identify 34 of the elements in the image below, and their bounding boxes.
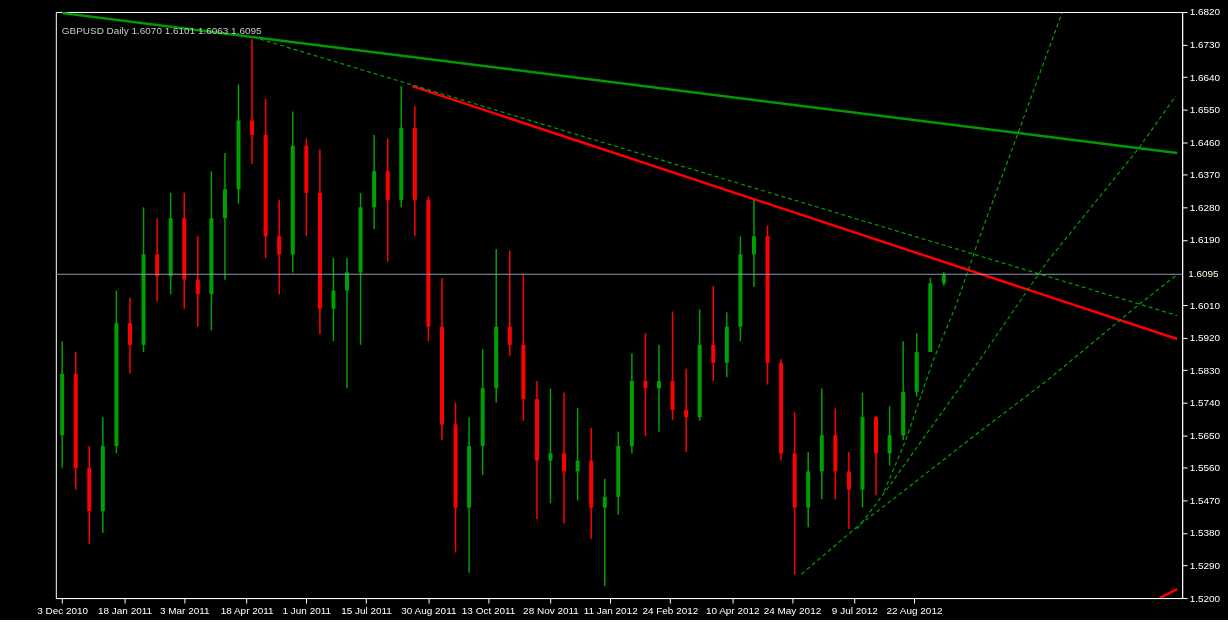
y-tick-label: 1.6820: [1189, 6, 1221, 18]
y-tick-label: 1.5470: [1189, 494, 1221, 506]
x-tick-label: 1 Jun 2011: [282, 604, 332, 616]
y-tick-label: 1.5380: [1189, 527, 1221, 539]
x-tick-label: 10 Apr 2012: [705, 604, 761, 616]
y-tick-label: 1.5560: [1189, 462, 1221, 474]
y-tick-label: 1.6640: [1189, 71, 1221, 83]
ref-line-label: 1.6095: [1188, 268, 1220, 280]
y-tick-label: 1.6550: [1189, 104, 1221, 116]
y-tick-label: 1.6190: [1189, 234, 1221, 246]
x-tick-label: 24 Feb 2012: [642, 604, 699, 616]
y-tick-label: 1.5920: [1189, 332, 1221, 344]
x-tick-label: 15 Jul 2011: [341, 604, 393, 616]
y-tick-label: 1.6280: [1189, 201, 1221, 213]
x-tick-label: 22 Aug 2012: [886, 604, 943, 616]
x-tick-label: 18 Jan 2011: [98, 604, 153, 616]
x-tick-label: 13 Oct 2011: [461, 604, 516, 616]
y-tick-label: 1.5740: [1189, 397, 1221, 409]
y-tick-label: 1.6370: [1189, 169, 1221, 181]
y-tick-label: 1.6460: [1189, 136, 1221, 148]
x-tick-label: 9 Jul 2012: [831, 604, 879, 616]
y-tick-label: 1.6010: [1189, 299, 1221, 311]
x-tick-label: 30 Aug 2011: [401, 604, 457, 616]
y-tick-label: 1.5290: [1189, 559, 1221, 571]
x-tick-label: 3 Mar 2011: [159, 604, 210, 616]
x-tick-label: 18 Apr 2011: [220, 604, 275, 616]
x-tick-label: 28 Nov 2011: [523, 604, 580, 616]
y-tick-label: 1.6730: [1189, 39, 1221, 51]
y-tick-label: 1.5650: [1189, 429, 1221, 441]
x-tick-label: 24 May 2012: [763, 604, 822, 616]
y-tick-label: 1.5200: [1189, 592, 1221, 604]
x-tick-label: 3 Dec 2010: [37, 604, 89, 616]
x-tick-label: 11 Jan 2012: [583, 604, 639, 616]
y-tick-label: 1.5830: [1189, 364, 1221, 376]
